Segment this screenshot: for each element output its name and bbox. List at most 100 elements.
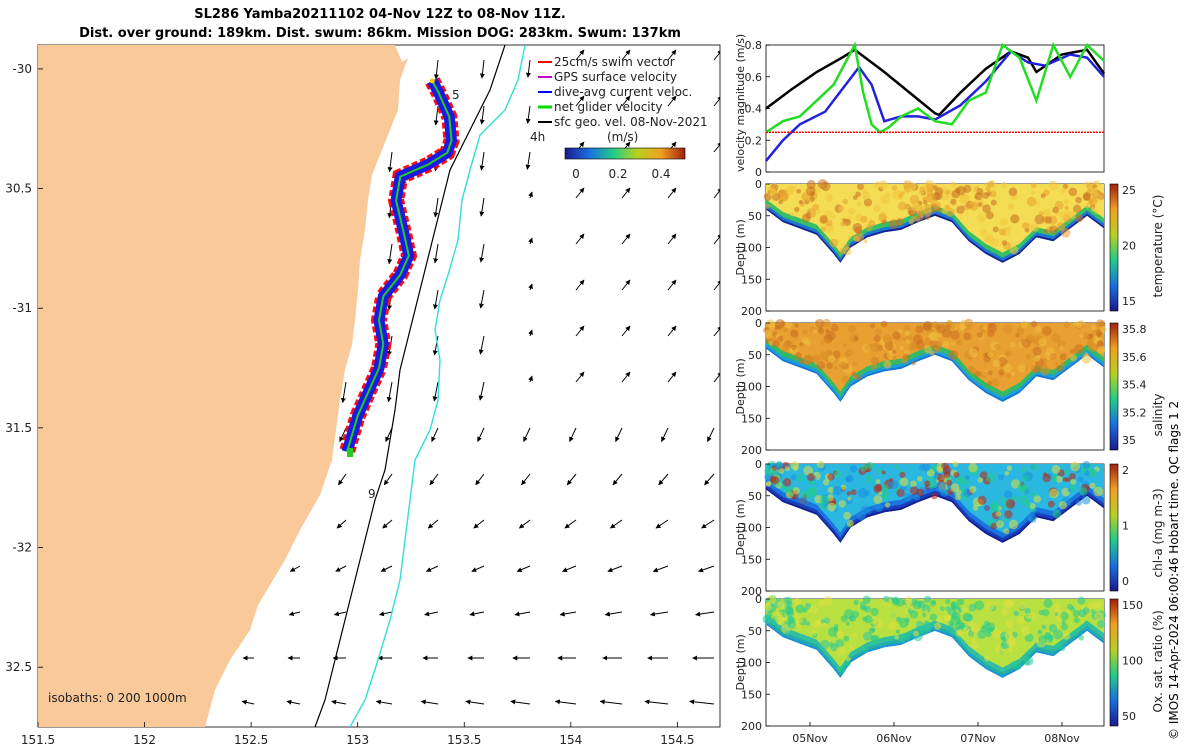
section-sample (1054, 612, 1059, 617)
section-sample (856, 511, 866, 521)
section-sample (947, 322, 956, 331)
section-sample (1030, 320, 1038, 328)
velocity-arrow (433, 243, 439, 264)
section-sample (1079, 487, 1088, 496)
section-ylabel: Depth (m) (734, 499, 747, 555)
section-sample (842, 343, 848, 348)
velocity-arrow (479, 243, 485, 263)
velocity-arrow (612, 473, 623, 486)
section-sample (929, 613, 938, 622)
section-sample (860, 645, 869, 653)
section-sample (1024, 501, 1031, 508)
section-sample (882, 494, 889, 500)
section-sample (987, 181, 994, 188)
section-sample (793, 613, 798, 618)
section-sample (1037, 629, 1043, 635)
section-sample (1024, 608, 1031, 615)
section-sample (875, 479, 881, 484)
section-colorbar-tick: 50 (1122, 710, 1136, 723)
section-sample (819, 351, 829, 361)
section-sample (982, 204, 991, 213)
section-sample (974, 600, 985, 611)
section-panel: 0 50 100 150 200 Depth (m) 25 20 15 temperature (… (734, 178, 1165, 318)
section-ytick-label: 0 (755, 178, 762, 191)
section-sample (863, 239, 868, 244)
section-sample (1031, 463, 1038, 471)
section-sample (857, 487, 868, 498)
map-colorbar-tick-1: 0.2 (608, 167, 627, 181)
section-sample (1052, 629, 1063, 640)
section-sample (892, 611, 898, 617)
section-sample (950, 628, 958, 636)
velocity-arrow (420, 699, 439, 705)
velocity-arrow (516, 565, 531, 572)
velocity-arrow (554, 699, 577, 705)
section-sample (772, 340, 780, 348)
velocity-series-line (765, 41, 1105, 134)
section-sample (968, 463, 978, 473)
section-sample (936, 617, 942, 623)
velocity-arrow (528, 329, 533, 337)
velocity-arrow (465, 699, 485, 705)
section-sample (983, 620, 990, 627)
section-sample (1069, 348, 1076, 354)
section-sample (782, 327, 788, 333)
velocity-arrow (689, 699, 715, 705)
section-sample (949, 623, 955, 629)
section-sample (1007, 203, 1015, 211)
section-sample (811, 630, 817, 636)
map-ytick-label: 31.5 (5, 421, 32, 435)
velocity-ytick-label: 0.6 (745, 71, 763, 84)
velocity-arrow (528, 375, 533, 383)
section-sample (850, 489, 857, 496)
velocity-arrow (477, 427, 485, 442)
section-sample (870, 627, 876, 633)
section-sample (1003, 363, 1013, 373)
section-sample (1017, 364, 1026, 373)
section-sample (1025, 613, 1031, 619)
velocity-arrow (479, 59, 485, 79)
velocity-arrow (525, 59, 531, 78)
section-sample (1032, 346, 1042, 356)
section-sample (946, 479, 953, 486)
velocity-arrow (575, 49, 585, 61)
section-sample (1048, 624, 1058, 633)
section-sample (930, 492, 938, 500)
section-sample (770, 476, 780, 485)
velocity-arrow (655, 519, 669, 529)
section-sample (1059, 345, 1064, 351)
velocity-arrow (289, 565, 301, 572)
section-sample (974, 370, 981, 378)
section-sample (1033, 355, 1041, 362)
annotation-5: 5 (452, 88, 460, 102)
section-sample (825, 219, 833, 227)
section-sample (1043, 598, 1053, 609)
velocity-arrow (380, 565, 393, 572)
section-sample (1020, 466, 1027, 473)
velocity-arrow (566, 473, 577, 486)
section-sample (911, 361, 916, 366)
section-bottom-layer (766, 619, 1104, 678)
section-sample (910, 480, 917, 488)
section-sample (952, 461, 959, 467)
section-sample (833, 627, 839, 632)
section-sample (1097, 345, 1106, 354)
section-ytick-label: 50 (748, 210, 762, 223)
section-sample (864, 615, 873, 624)
velocity-axes-frame (765, 44, 1105, 173)
section-sample (887, 621, 897, 631)
section-sample (835, 646, 846, 656)
section-sample (968, 603, 977, 612)
section-sample (838, 665, 846, 674)
svg-text:sfc geo. vel. 08-Nov-2021: sfc geo. vel. 08-Nov-2021 (554, 115, 708, 129)
section-sample (1008, 519, 1019, 530)
velocity-arrow (333, 611, 347, 617)
section-colorbar (1109, 322, 1119, 451)
velocity-arrow (433, 197, 439, 218)
section-sample (820, 340, 825, 345)
section-sample (932, 185, 938, 191)
section-sample (796, 473, 805, 482)
section-sample (860, 215, 868, 223)
velocity-arrow (621, 95, 631, 107)
velocity-arrow (704, 473, 715, 486)
